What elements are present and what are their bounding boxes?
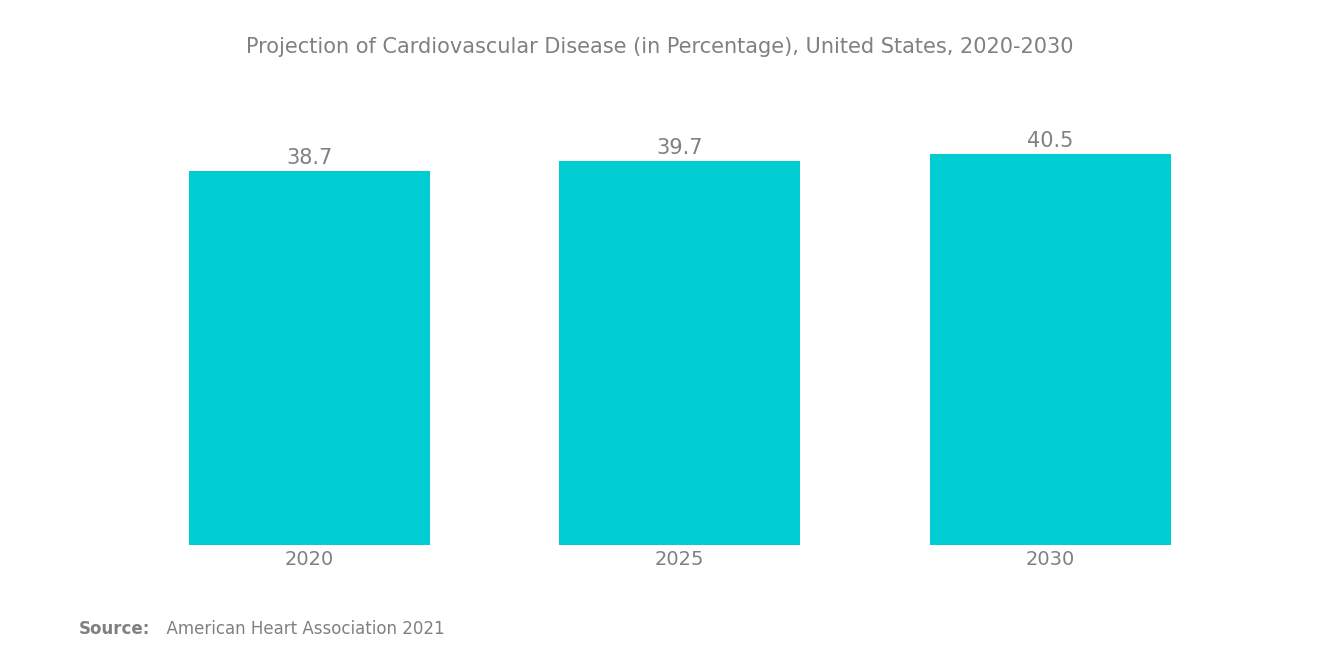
Text: 38.7: 38.7 — [286, 148, 333, 168]
Text: Source:: Source: — [79, 620, 150, 638]
Text: 39.7: 39.7 — [656, 138, 704, 158]
Bar — [189, 171, 430, 545]
Text: Projection of Cardiovascular Disease (in Percentage), United States, 2020-2030: Projection of Cardiovascular Disease (in… — [247, 37, 1073, 57]
Bar — [929, 154, 1171, 545]
Bar — [560, 162, 800, 545]
Text: American Heart Association 2021: American Heart Association 2021 — [156, 620, 445, 638]
Text: 40.5: 40.5 — [1027, 130, 1073, 151]
